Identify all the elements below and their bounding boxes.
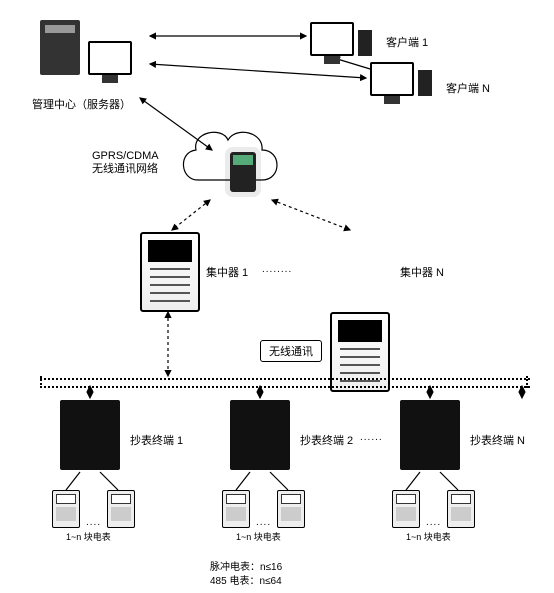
meters-group-3: .... [392,490,475,528]
terminal1-label: 抄表终端 1 [130,432,183,448]
clientN-icon [370,62,432,96]
client1-label: 客户端 1 [386,34,428,50]
server-monitor-icon [88,41,132,75]
terminal2-icon [230,400,290,470]
footer-line1: 脉冲电表：n≤16 [210,558,282,573]
terminal2-label: 抄表终端 2 [300,432,353,448]
terminalN-label: 抄表终端 N [470,432,525,448]
meters-group-2: .... [222,490,305,528]
footer-line2: 485 电表：n≤64 [210,572,282,587]
meters3-label: 1~n 块电表 [406,530,451,543]
meters2-label: 1~n 块电表 [236,530,281,543]
server-group [40,20,132,75]
clientN-label: 客户端 N [446,80,490,96]
phone-icon [230,152,256,192]
server-label: 管理中心（服务器） [32,96,131,112]
cloud-icon [190,140,290,200]
concentratorN-label: 集中器 N [400,264,444,280]
bus-cap-right [526,376,530,388]
terminal1-icon [60,400,120,470]
meters-group-1: .... [52,490,135,528]
bus-cap-left [40,376,44,388]
network-label: GPRS/CDMA 无线通讯网络 [92,150,182,176]
server-icon [40,20,80,75]
terminal-dots: ...... [360,432,383,443]
terminalN-icon [400,400,460,470]
meters1-label: 1~n 块电表 [66,530,111,543]
client1-icon [310,22,372,56]
concentrator-dots: ........ [262,264,292,275]
bus-line [40,378,530,388]
concentrator1-icon [140,232,200,312]
wireless-label: 无线通讯 [260,340,322,362]
concentrator1-label: 集中器 1 [206,264,248,280]
